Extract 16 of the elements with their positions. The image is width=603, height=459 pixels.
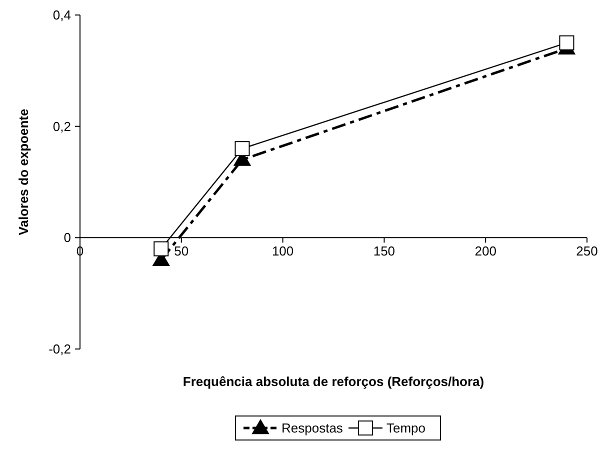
y-tick-label: 0 — [64, 230, 71, 246]
y-tick-label: 0,4 — [52, 8, 71, 23]
y-tick-label: -0,2 — [48, 342, 71, 357]
x-tick-label: 200 — [474, 244, 496, 259]
x-tick-label: 50 — [174, 244, 189, 259]
legend-label: Respostas — [282, 420, 344, 436]
legend-label: Tempo — [386, 420, 426, 436]
x-tick-label: 100 — [272, 244, 294, 259]
x-tick-label: 250 — [576, 244, 598, 259]
x-axis-title: Frequência absoluta de reforços (Reforços/hora) — [182, 374, 484, 389]
y-axis-title: Valores do expoente — [16, 108, 31, 236]
x-tick-label: 150 — [373, 244, 396, 259]
point — [234, 141, 250, 156]
point — [154, 241, 169, 256]
y-tick-label: 0,2 — [52, 118, 71, 134]
point — [559, 35, 574, 50]
